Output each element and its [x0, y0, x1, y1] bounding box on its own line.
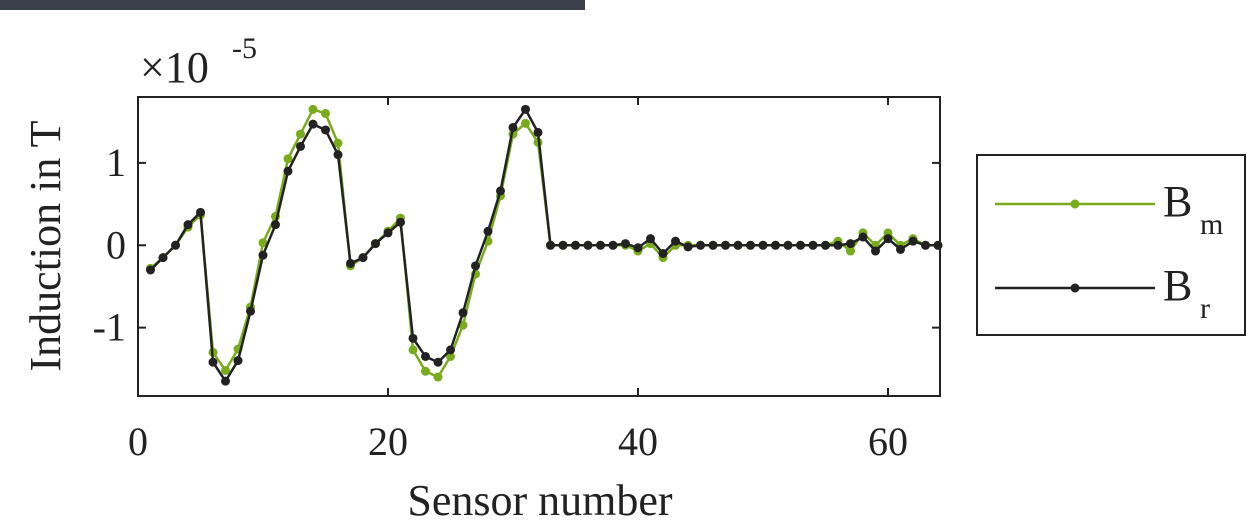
data-point	[933, 240, 943, 250]
data-point	[208, 357, 218, 367]
data-point	[583, 240, 593, 250]
data-point	[846, 246, 855, 256]
legend-label: B	[1163, 177, 1192, 226]
data-point	[496, 186, 505, 196]
legend-label-sub: m	[1200, 208, 1223, 241]
x-axis-label: Sensor number	[407, 476, 673, 523]
legend-label-sub: r	[1200, 292, 1210, 325]
data-point	[446, 345, 455, 355]
data-point	[358, 253, 368, 263]
data-point	[433, 357, 443, 367]
data-point	[258, 250, 268, 260]
data-point	[308, 119, 318, 129]
data-point	[558, 240, 568, 250]
y-axis-label: Induction in T	[21, 120, 70, 371]
data-point	[858, 232, 868, 242]
data-point	[571, 240, 580, 250]
data-point	[258, 238, 268, 248]
y-exponent-base: ×10	[140, 43, 209, 92]
data-point	[521, 104, 530, 114]
data-point	[458, 308, 468, 318]
data-point	[333, 150, 343, 160]
legend-label: B	[1163, 261, 1192, 310]
y-exponent: -5	[232, 32, 257, 65]
data-point	[633, 243, 643, 253]
y-tick-label: 1	[106, 140, 126, 185]
legend-marker	[1070, 283, 1080, 293]
data-point	[371, 239, 380, 249]
data-point	[546, 240, 555, 250]
data-point	[471, 261, 480, 271]
x-tick-label: 0	[128, 419, 148, 464]
data-point	[808, 240, 818, 250]
legend-marker	[1070, 199, 1080, 209]
data-point	[283, 166, 293, 176]
data-point	[246, 306, 255, 316]
data-point	[383, 228, 393, 238]
data-point	[796, 240, 805, 250]
data-point	[221, 365, 230, 375]
x-tick-label: 60	[868, 419, 908, 464]
data-point	[321, 125, 330, 135]
data-point	[846, 239, 855, 249]
data-point	[508, 122, 518, 132]
data-point	[658, 249, 668, 259]
data-point	[696, 240, 705, 250]
data-point	[321, 108, 330, 118]
data-point	[396, 217, 405, 227]
data-point	[746, 240, 755, 250]
data-point	[671, 236, 680, 246]
data-point	[221, 376, 230, 386]
data-point	[408, 345, 418, 355]
data-point	[296, 141, 305, 151]
data-point	[708, 240, 718, 250]
series-line	[149, 106, 938, 384]
data-point	[408, 333, 418, 343]
data-point	[433, 372, 443, 382]
data-point	[271, 220, 280, 230]
data-point	[171, 240, 180, 250]
data-point	[196, 207, 205, 217]
data-point	[283, 154, 293, 164]
data-point	[621, 239, 630, 249]
data-point	[146, 265, 155, 275]
data-point	[308, 104, 318, 114]
data-point	[758, 240, 768, 250]
data-point	[421, 351, 430, 361]
data-point	[346, 258, 355, 268]
data-point	[483, 226, 493, 236]
data-point	[646, 234, 655, 244]
data-point	[833, 240, 843, 250]
data-point	[158, 253, 168, 263]
x-tick-label: 20	[368, 419, 408, 464]
data-point	[596, 240, 605, 250]
data-point	[421, 366, 430, 376]
data-point	[533, 127, 543, 137]
data-point	[733, 240, 743, 250]
y-tick-label: -1	[93, 305, 126, 350]
x-tick-label: 40	[618, 419, 658, 464]
data-point	[183, 220, 193, 230]
data-point	[233, 356, 243, 366]
data-point	[871, 246, 880, 256]
data-point	[683, 242, 693, 252]
data-point	[296, 129, 305, 139]
legend-box	[976, 154, 1246, 336]
data-point	[721, 240, 730, 250]
data-point	[821, 240, 830, 250]
data-point	[921, 240, 930, 250]
data-point	[608, 240, 618, 250]
data-point	[521, 118, 530, 128]
y-tick-label: 0	[106, 222, 126, 267]
data-point	[883, 234, 893, 244]
data-point	[771, 240, 780, 250]
data-point	[333, 138, 343, 148]
data-point	[896, 244, 905, 254]
data-point	[908, 236, 918, 246]
photo-strip	[0, 0, 585, 10]
data-point	[446, 351, 455, 361]
data-point	[783, 240, 793, 250]
